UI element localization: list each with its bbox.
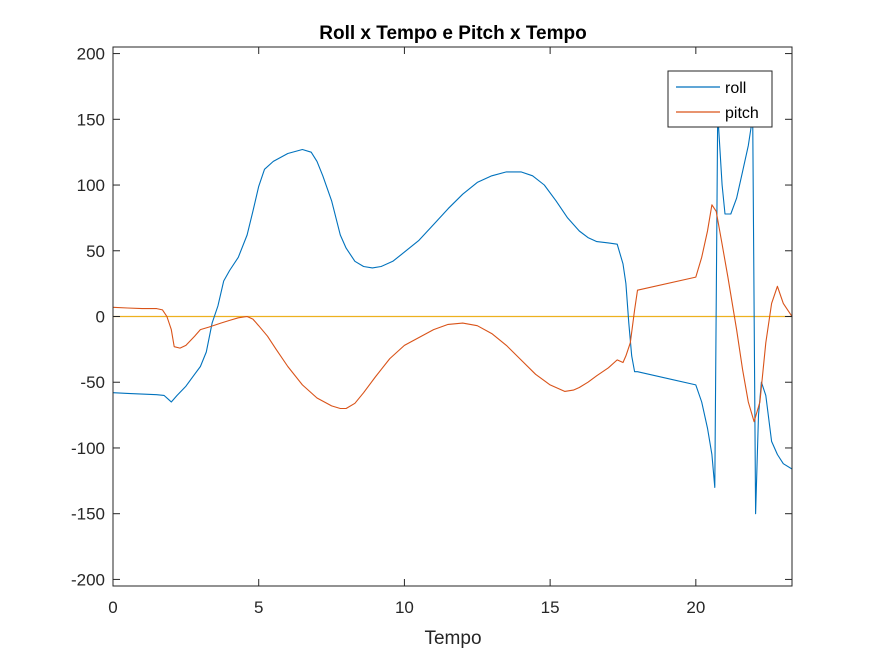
legend-label-pitch: pitch — [725, 105, 759, 122]
x-axis-label: Tempo — [424, 628, 481, 649]
series-layer — [113, 112, 792, 515]
y-axis: 200 150 100 50 0 -50 -100 -150 -200 — [71, 45, 792, 589]
series-line-roll — [113, 112, 792, 515]
legend-label-roll: roll — [725, 80, 746, 97]
y-tick-label: -150 — [71, 505, 105, 524]
x-tick-label: 10 — [395, 598, 414, 617]
chart-title: Roll x Tempo e Pitch x Tempo — [319, 23, 586, 44]
legend-box — [667, 70, 773, 128]
y-tick-label: 150 — [77, 110, 105, 129]
y-tick-label: 0 — [96, 308, 105, 327]
y-tick-label: -200 — [71, 570, 105, 589]
x-tick-label: 15 — [541, 598, 560, 617]
x-axis: 0 5 10 15 20 — [108, 47, 705, 617]
x-tick-label: 5 — [254, 598, 263, 617]
y-tick-label: 100 — [77, 176, 105, 195]
y-tick-label: -100 — [71, 439, 105, 458]
legend: roll pitch — [667, 70, 773, 128]
x-tick-label: 0 — [108, 598, 117, 617]
y-tick-label: 200 — [77, 45, 105, 64]
y-tick-label: -50 — [80, 373, 105, 392]
series-line-pitch — [113, 204, 792, 423]
y-tick-label: 50 — [86, 242, 105, 261]
x-tick-label: 20 — [686, 598, 705, 617]
